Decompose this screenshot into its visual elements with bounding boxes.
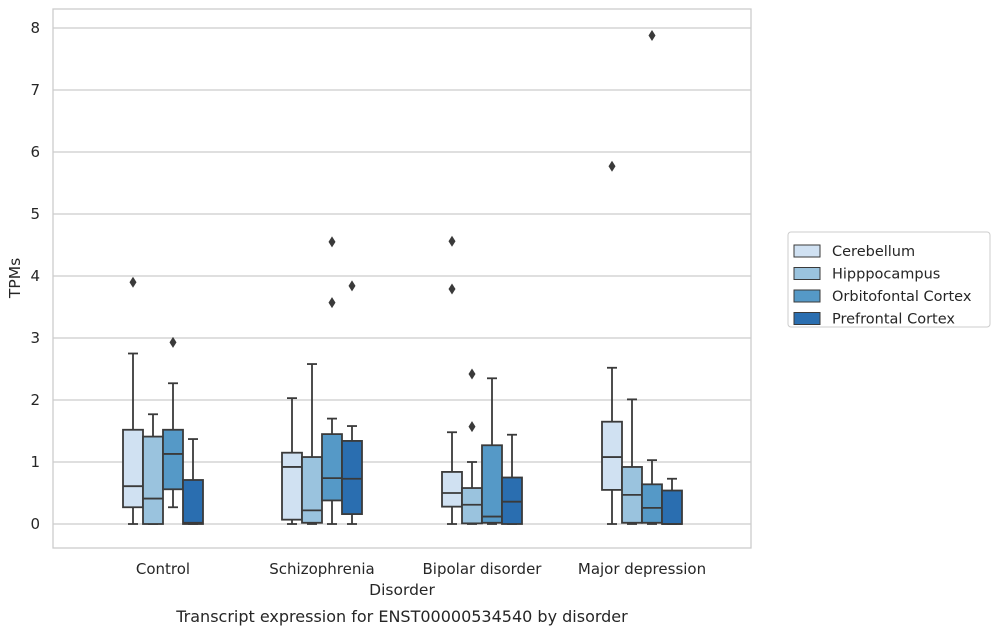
y-axis-label: TPMs <box>6 258 24 299</box>
box-iqr <box>281 451 303 521</box>
box-prefrontal-cortex <box>182 438 204 525</box>
box-iqr <box>641 483 663 524</box>
x-tick-label: Control <box>136 560 190 578</box>
x-axis-ticks: Control Schizophrenia Bipolar disorder Majo… <box>136 560 706 578</box>
legend-label: Cerebellum <box>832 244 915 260</box>
y-tick-label: 0 <box>30 515 40 533</box>
outlier-point <box>169 336 177 348</box>
box-iqr <box>501 476 523 525</box>
outlier-point <box>348 280 356 292</box>
legend-label: Prefrontal Cortex <box>832 312 955 328</box>
box-iqr <box>182 479 204 525</box>
box-iqr <box>301 456 323 524</box>
y-tick-label: 3 <box>30 329 40 347</box>
legend-items: Cerebellum Hipppocampus Orbitofontal Corte… <box>793 244 972 328</box>
chart-caption: Transcript expression for ENST0000053454… <box>175 607 628 626</box>
outlier-point <box>448 235 456 247</box>
outlier-point <box>468 368 476 380</box>
outlier-point <box>129 276 137 288</box>
outlier-point <box>448 283 456 295</box>
box-iqr <box>162 428 184 491</box>
y-tick-label: 8 <box>30 19 40 37</box>
legend: Cerebellum Hipppocampus Orbitofontal Corte… <box>787 231 991 328</box>
box-iqr <box>321 433 343 502</box>
box-iqr <box>122 428 144 509</box>
box-iqr <box>142 435 164 525</box>
box-cerebellum <box>122 276 144 525</box>
legend-frame <box>787 231 991 328</box>
y-tick-label: 1 <box>30 453 40 471</box>
box-iqr <box>441 471 463 508</box>
box-plot-layer <box>122 29 683 525</box>
y-tick-label: 7 <box>30 81 40 99</box>
box-hipppocampus <box>142 413 164 525</box>
x-axis-label: Disorder <box>369 581 435 599</box>
box-iqr <box>341 440 363 515</box>
box-cerebellum <box>441 235 463 525</box>
y-tick-label: 4 <box>30 267 40 285</box>
legend-label: Orbitofontal Cortex <box>832 289 972 305</box>
legend-swatch <box>793 244 821 258</box>
box-cerebellum <box>281 397 303 525</box>
x-tick-label: Major depression <box>578 560 706 578</box>
box-cerebellum <box>601 160 623 525</box>
outlier-point <box>328 236 336 248</box>
legend-swatch <box>793 312 821 325</box>
outlier-point <box>468 421 476 433</box>
box-hipppocampus <box>461 368 483 525</box>
box-iqr <box>461 487 483 525</box>
x-tick-label: Bipolar disorder <box>423 560 543 578</box>
box-orbitofontal-cortex <box>481 377 503 525</box>
legend-swatch <box>793 289 821 303</box>
y-tick-label: 6 <box>30 143 40 161</box>
box-prefrontal-cortex <box>341 280 363 525</box>
legend-label: Hipppocampus <box>832 267 940 283</box>
box-iqr <box>601 420 623 491</box>
box-orbitofontal-cortex <box>641 29 663 525</box>
y-axis-ticks: 0 1 2 3 4 5 6 7 8 <box>30 19 40 533</box>
box-prefrontal-cortex <box>661 477 683 525</box>
box-orbitofontal-cortex <box>321 236 343 525</box>
legend-swatch <box>793 267 821 280</box>
outlier-point <box>328 297 336 309</box>
box-iqr <box>481 444 503 524</box>
x-tick-label: Schizophrenia <box>269 560 374 578</box>
outlier-point <box>608 160 616 172</box>
box-prefrontal-cortex <box>501 433 523 525</box>
outlier-point <box>648 29 656 41</box>
plot-frame <box>52 8 752 549</box>
box-orbitofontal-cortex <box>162 336 184 509</box>
box-hipppocampus <box>301 363 323 525</box>
box-iqr <box>661 489 683 525</box>
y-tick-label: 2 <box>30 391 40 409</box>
y-tick-label: 5 <box>30 205 40 223</box>
